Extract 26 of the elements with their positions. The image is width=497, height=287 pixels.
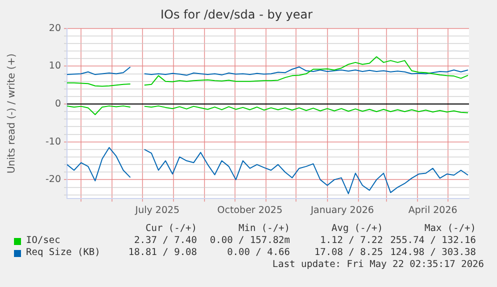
chart-title: IOs for /dev/sda - by year <box>160 7 313 22</box>
text: 1.12 / 7.22 <box>320 235 383 246</box>
x-tick-label: October 2025 <box>217 204 283 216</box>
y-tick-label: 0 <box>54 98 61 110</box>
text: Min (-/+) <box>238 223 290 234</box>
text: 2.37 / 7.40 <box>134 235 197 246</box>
text: Cur (-/+) <box>146 223 197 234</box>
text: 255.74 / 132.16 <box>390 235 476 246</box>
text: 18.81 / 9.08 <box>128 247 197 258</box>
x-tick-label: January 2026 <box>310 204 374 216</box>
y-tick-label: -20 <box>45 174 61 186</box>
legend-label: Req Size (KB) <box>26 247 100 258</box>
text: Max (-/+) <box>424 223 476 234</box>
y-tick-label: 10 <box>48 60 61 72</box>
text: 17.08 / 8.25 <box>314 247 383 258</box>
x-tick-label: April 2026 <box>408 204 458 216</box>
y-tick-label: 20 <box>48 22 61 34</box>
text: Last update: Fri May 22 02:35:17 2026 <box>272 259 484 270</box>
y-tick-label: -10 <box>45 136 61 148</box>
text: 0.00 / 4.66 <box>227 247 290 258</box>
legend-label: IO/sec <box>26 235 60 246</box>
x-tick-label: July 2025 <box>134 204 180 216</box>
text: 124.98 / 303.38 <box>390 247 476 258</box>
text: Avg (-/+) <box>332 223 383 234</box>
text: 0.00 / 157.82m <box>210 235 290 246</box>
y-axis-title: Units read (-) / write (+) <box>6 53 18 174</box>
